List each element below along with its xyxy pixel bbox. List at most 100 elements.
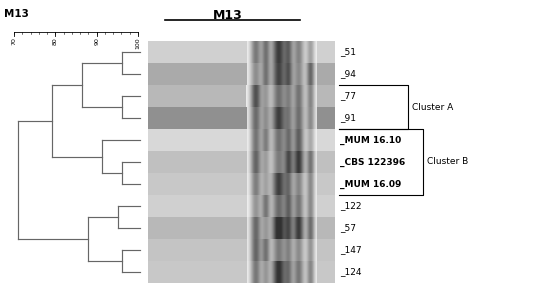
Bar	[249, 85, 250, 107]
Bar	[256, 85, 257, 107]
Bar	[252, 129, 254, 151]
Bar	[306, 217, 307, 239]
Bar	[286, 41, 287, 63]
Bar	[269, 239, 271, 261]
Bar	[273, 195, 274, 217]
Bar	[282, 239, 283, 261]
Bar	[269, 151, 270, 173]
Bar	[286, 239, 287, 261]
Bar	[305, 41, 306, 63]
Bar	[252, 151, 253, 173]
Bar	[264, 63, 266, 85]
Bar	[283, 107, 284, 129]
Bar	[290, 107, 291, 129]
Bar	[292, 173, 293, 195]
Bar	[303, 129, 304, 151]
Bar	[252, 195, 253, 217]
Bar	[257, 217, 258, 239]
Bar	[286, 85, 287, 107]
Bar	[257, 41, 259, 63]
Bar	[274, 107, 275, 129]
Bar	[283, 151, 284, 173]
Bar	[295, 63, 296, 85]
Bar	[285, 239, 286, 261]
Bar	[316, 151, 317, 173]
Bar	[284, 129, 285, 151]
Bar	[264, 261, 266, 283]
Bar	[252, 217, 253, 239]
Bar	[255, 129, 256, 151]
Text: 100: 100	[136, 37, 141, 49]
Bar	[258, 195, 260, 217]
Bar	[263, 195, 265, 217]
Bar	[288, 85, 289, 107]
Bar	[266, 261, 267, 283]
Bar	[296, 173, 298, 195]
Bar	[295, 173, 296, 195]
Bar	[286, 63, 287, 85]
Bar	[278, 261, 279, 283]
Bar	[272, 151, 273, 173]
Bar	[314, 107, 315, 129]
Bar	[268, 85, 269, 107]
Bar	[247, 151, 249, 173]
Bar	[263, 239, 264, 261]
Bar	[309, 63, 310, 85]
Bar	[308, 107, 309, 129]
Bar	[310, 217, 311, 239]
Bar	[291, 261, 292, 283]
Bar	[289, 63, 290, 85]
Bar	[276, 63, 277, 85]
Bar	[276, 239, 277, 261]
Bar	[280, 129, 281, 151]
Bar	[312, 195, 314, 217]
Bar	[307, 85, 309, 107]
Bar	[304, 41, 305, 63]
Bar	[258, 151, 260, 173]
Bar	[278, 129, 279, 151]
Bar	[274, 41, 275, 63]
Bar	[276, 107, 277, 129]
Bar	[303, 41, 304, 63]
Bar	[275, 261, 276, 283]
Bar	[252, 85, 254, 107]
Bar	[257, 239, 258, 261]
Bar	[316, 239, 317, 261]
Bar	[283, 195, 284, 217]
Bar	[291, 195, 292, 217]
Bar	[280, 173, 281, 195]
Bar	[301, 261, 302, 283]
Bar	[309, 107, 310, 129]
Bar	[284, 261, 285, 283]
Bar	[264, 173, 266, 195]
Bar	[288, 41, 289, 63]
Bar	[299, 41, 300, 63]
Bar	[304, 173, 305, 195]
Bar	[255, 41, 256, 63]
Bar	[261, 107, 262, 129]
Bar	[273, 41, 274, 63]
Bar	[246, 195, 248, 217]
Bar	[275, 217, 276, 239]
Bar	[261, 85, 262, 107]
Bar	[280, 107, 281, 129]
Bar	[268, 217, 269, 239]
Bar	[287, 85, 288, 107]
Bar	[312, 173, 314, 195]
Bar	[262, 107, 263, 129]
Bar	[305, 107, 306, 129]
Bar	[251, 173, 252, 195]
Bar	[299, 217, 300, 239]
Bar	[279, 173, 280, 195]
Bar	[280, 195, 281, 217]
Bar	[273, 129, 274, 151]
Bar	[246, 217, 248, 239]
Bar	[280, 151, 282, 173]
Bar	[269, 217, 270, 239]
Bar	[310, 239, 311, 261]
Bar	[305, 129, 306, 151]
Bar	[310, 195, 311, 217]
Bar	[310, 63, 311, 85]
Bar	[307, 261, 309, 283]
Bar	[255, 195, 256, 217]
